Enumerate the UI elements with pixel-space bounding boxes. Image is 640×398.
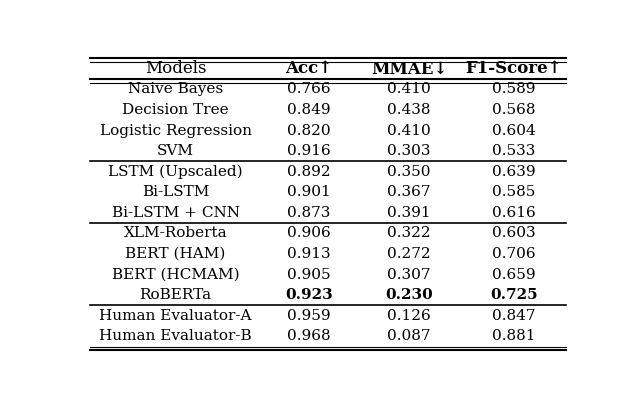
Text: 0.916: 0.916 bbox=[287, 144, 331, 158]
Text: 0.604: 0.604 bbox=[492, 123, 536, 137]
Text: Bi-LSTM: Bi-LSTM bbox=[142, 185, 209, 199]
Text: 0.959: 0.959 bbox=[287, 309, 331, 323]
Text: MMAE↓: MMAE↓ bbox=[371, 60, 447, 77]
Text: 0.533: 0.533 bbox=[492, 144, 536, 158]
Text: Human Evaluator-B: Human Evaluator-B bbox=[99, 329, 252, 343]
Text: 0.589: 0.589 bbox=[492, 82, 536, 96]
Text: 0.585: 0.585 bbox=[492, 185, 536, 199]
Text: Human Evaluator-A: Human Evaluator-A bbox=[99, 309, 252, 323]
Text: 0.923: 0.923 bbox=[285, 288, 333, 302]
Text: XLM-Roberta: XLM-Roberta bbox=[124, 226, 227, 240]
Text: 0.126: 0.126 bbox=[387, 309, 431, 323]
Text: 0.568: 0.568 bbox=[492, 103, 536, 117]
Text: 0.603: 0.603 bbox=[492, 226, 536, 240]
Text: 0.881: 0.881 bbox=[492, 329, 536, 343]
Text: Logistic Regression: Logistic Regression bbox=[100, 123, 252, 137]
Text: 0.307: 0.307 bbox=[387, 267, 431, 281]
Text: 0.913: 0.913 bbox=[287, 247, 331, 261]
Text: F1-Score↑: F1-Score↑ bbox=[465, 60, 562, 77]
Text: 0.901: 0.901 bbox=[287, 185, 331, 199]
Text: 0.906: 0.906 bbox=[287, 226, 331, 240]
Text: 0.367: 0.367 bbox=[387, 185, 431, 199]
Text: 0.438: 0.438 bbox=[387, 103, 431, 117]
Text: 0.616: 0.616 bbox=[492, 206, 536, 220]
Text: Decision Tree: Decision Tree bbox=[122, 103, 229, 117]
Text: LSTM (Upscaled): LSTM (Upscaled) bbox=[108, 164, 243, 179]
Text: Naive Bayes: Naive Bayes bbox=[128, 82, 223, 96]
Text: 0.303: 0.303 bbox=[387, 144, 431, 158]
Text: 0.410: 0.410 bbox=[387, 123, 431, 137]
Text: 0.659: 0.659 bbox=[492, 267, 536, 281]
Text: RoBERTa: RoBERTa bbox=[140, 288, 212, 302]
Text: Models: Models bbox=[145, 60, 206, 77]
Text: Acc↑: Acc↑ bbox=[285, 60, 333, 77]
Text: 0.087: 0.087 bbox=[387, 329, 431, 343]
Text: 0.230: 0.230 bbox=[385, 288, 433, 302]
Text: 0.873: 0.873 bbox=[287, 206, 331, 220]
Text: 0.766: 0.766 bbox=[287, 82, 331, 96]
Text: 0.706: 0.706 bbox=[492, 247, 536, 261]
Text: 0.892: 0.892 bbox=[287, 165, 331, 179]
Text: 0.410: 0.410 bbox=[387, 82, 431, 96]
Text: 0.847: 0.847 bbox=[492, 309, 536, 323]
Text: 0.820: 0.820 bbox=[287, 123, 331, 137]
Text: 0.968: 0.968 bbox=[287, 329, 331, 343]
Text: 0.725: 0.725 bbox=[490, 288, 538, 302]
Text: 0.272: 0.272 bbox=[387, 247, 431, 261]
Text: BERT (HAM): BERT (HAM) bbox=[125, 247, 226, 261]
Text: Bi-LSTM + CNN: Bi-LSTM + CNN bbox=[111, 206, 239, 220]
Text: 0.350: 0.350 bbox=[387, 165, 431, 179]
Text: BERT (HCMAM): BERT (HCMAM) bbox=[112, 267, 239, 281]
Text: 0.905: 0.905 bbox=[287, 267, 331, 281]
Text: SVM: SVM bbox=[157, 144, 194, 158]
Text: 0.322: 0.322 bbox=[387, 226, 431, 240]
Text: 0.639: 0.639 bbox=[492, 165, 536, 179]
Text: 0.391: 0.391 bbox=[387, 206, 431, 220]
Text: 0.849: 0.849 bbox=[287, 103, 331, 117]
